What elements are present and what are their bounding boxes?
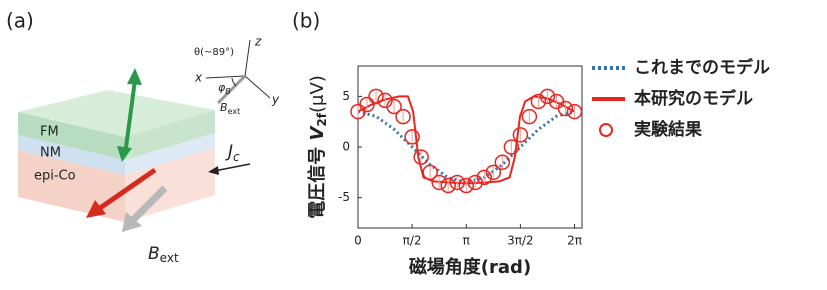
- data-point: [557, 100, 574, 117]
- data-point: [386, 98, 402, 115]
- symbol: B: [148, 244, 160, 264]
- angle-arc: [231, 77, 237, 87]
- arrow-head: [117, 146, 132, 162]
- subscript: B: [225, 87, 231, 96]
- model-line: [357, 95, 575, 185]
- ylabel-symbol: V: [307, 125, 328, 141]
- subscript: ext: [228, 107, 241, 116]
- data-point: [431, 174, 447, 191]
- model-line: [357, 110, 575, 184]
- legend-label: 本研究のモデル: [634, 88, 753, 109]
- axis-label: θ(~89°): [194, 47, 234, 58]
- sample-stack: [18, 90, 215, 222]
- axis-label: x: [194, 71, 203, 85]
- y-tick-label: 0: [342, 140, 350, 154]
- symbol: J: [225, 142, 233, 162]
- axis: [205, 75, 246, 79]
- co-side: [18, 150, 125, 222]
- arrow-head: [127, 68, 142, 85]
- current-label: Jc: [225, 142, 240, 164]
- data-point: [467, 174, 484, 191]
- x-tick-label: 2π: [567, 234, 582, 248]
- panel-label: (b): [292, 9, 320, 33]
- y-tick-label: 5: [342, 89, 350, 103]
- arrow-head: [86, 200, 106, 218]
- axis-label: Bext: [220, 101, 240, 116]
- y-tick-label: -5: [338, 190, 350, 204]
- subscript: ext: [160, 251, 179, 265]
- layer-label: FM: [40, 125, 59, 140]
- axis: [244, 39, 251, 77]
- x-axis-title: 磁場角度(rad): [409, 256, 531, 278]
- data-point: [494, 154, 511, 170]
- layer-label: NM: [40, 146, 61, 161]
- data-point: [422, 164, 438, 181]
- ylabel-subscript: 2f: [315, 112, 329, 126]
- ylabel-prefix: 電圧信号: [306, 141, 328, 219]
- data-point: [395, 108, 411, 125]
- ylabel-unit: (μV): [307, 75, 328, 113]
- legend-label: これまでのモデル: [634, 57, 770, 78]
- layer-label: epi-Co: [34, 169, 76, 184]
- symbol: φ: [218, 81, 226, 94]
- x-tick-label: π: [463, 234, 470, 248]
- legend-label: 実験結果: [634, 119, 702, 140]
- data-point: [458, 177, 475, 194]
- arrow-head: [122, 212, 142, 232]
- data-point: [368, 88, 384, 105]
- current-arrow: [213, 163, 251, 172]
- panel-label: (a): [6, 9, 34, 33]
- spin-arrow: [98, 167, 157, 211]
- data-point: [539, 88, 556, 105]
- fm-top: [18, 90, 215, 137]
- x-tick-label: 0: [354, 234, 362, 248]
- data-point: [440, 177, 456, 194]
- data-point: [503, 139, 520, 155]
- nm-side: [18, 135, 125, 175]
- axis-label: y: [271, 93, 280, 107]
- x-tick-label: π/2: [403, 234, 422, 248]
- data-point: [485, 164, 502, 181]
- arrow-head: [208, 166, 219, 175]
- coordinate-system: [205, 39, 271, 105]
- subscript: c: [233, 150, 240, 164]
- fm-side: [125, 110, 215, 160]
- legend-symbol: [599, 123, 613, 137]
- plot-frame: [357, 65, 583, 229]
- data-point: [449, 174, 465, 191]
- fm-side: [18, 112, 125, 160]
- y-axis-title: 電圧信号 V2f(μV): [306, 75, 329, 219]
- data-point: [566, 103, 583, 120]
- symbol: B: [220, 101, 228, 114]
- data-point: [404, 129, 420, 145]
- data-point: [512, 127, 529, 143]
- axis-label: z: [254, 35, 262, 49]
- field-label: Bext: [148, 244, 179, 265]
- data-point: [413, 149, 429, 165]
- x-tick-label: 3π/2: [507, 234, 534, 248]
- data-point: [476, 169, 493, 186]
- axis-label: φB: [218, 81, 231, 96]
- field-arrow: [130, 185, 168, 223]
- arrows: [86, 68, 251, 232]
- data-point: [521, 108, 538, 125]
- nm-side: [125, 133, 215, 175]
- axis: [244, 75, 271, 99]
- magnetization-arrow: [123, 79, 137, 156]
- data-point: [530, 93, 547, 110]
- field-vector: [216, 74, 247, 105]
- data-point: [359, 96, 375, 113]
